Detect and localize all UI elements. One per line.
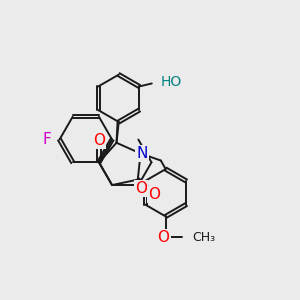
Text: O: O [135,181,147,196]
Text: N: N [136,146,147,161]
Text: F: F [43,132,51,147]
Text: O: O [93,133,105,148]
Text: O: O [157,230,169,245]
Text: CH₃: CH₃ [193,231,216,244]
Text: HO: HO [160,75,182,89]
Text: O: O [148,187,160,202]
